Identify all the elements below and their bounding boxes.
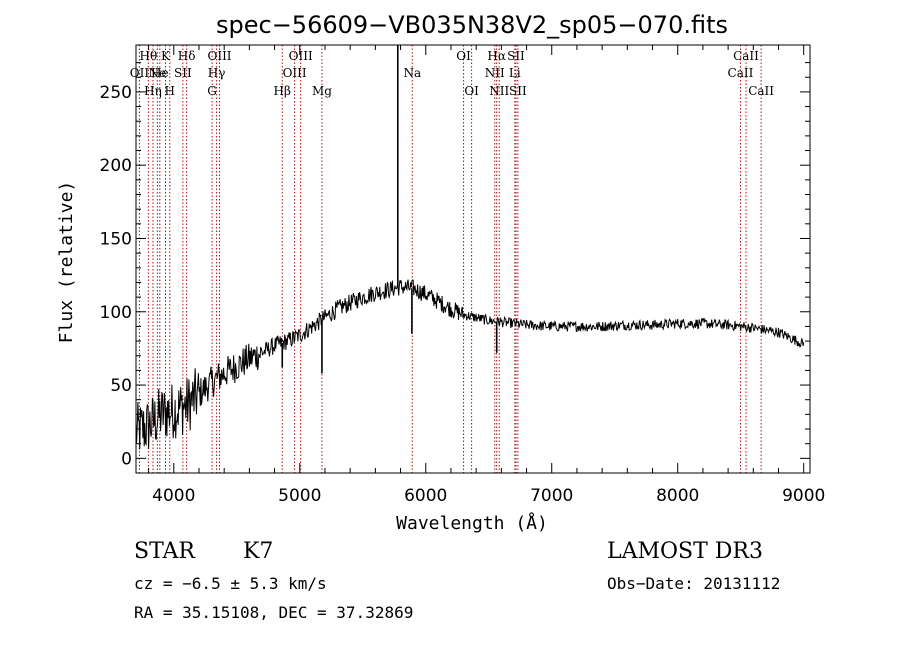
line-label: Li: [509, 66, 521, 80]
x-tick-label: 4000: [152, 486, 195, 506]
line-label: Hα: [487, 49, 506, 63]
line-label: SII: [507, 49, 525, 63]
line-label: Mg: [312, 84, 332, 98]
line-markers: [138, 45, 762, 473]
y-axis-label: Flux (relative): [56, 181, 77, 344]
x-tick-label: 9000: [782, 486, 825, 506]
y-tick-label: 200: [100, 156, 132, 176]
line-label: Hθ: [139, 49, 157, 63]
line-label: OIII: [207, 49, 231, 63]
line-label: G: [207, 84, 217, 98]
y-tick-label: 100: [100, 303, 132, 323]
object-subclass: K7: [243, 539, 274, 564]
line-label: H: [165, 84, 175, 98]
plot-frame: [135, 44, 811, 474]
spectral-features: [281, 45, 498, 374]
chart-title: spec−56609−VB035N38V2_sp05−070.fits: [216, 11, 728, 39]
y-tick-label: 150: [100, 229, 132, 249]
survey-name: LAMOST DR3: [607, 539, 763, 564]
object-class: STAR: [134, 539, 195, 564]
line-label: CaII: [733, 49, 759, 63]
axis-ticks: 4000 5000 6000 7000 8000 9000 0 50 100 150 200 250: [100, 45, 825, 506]
line-label: Hγ: [208, 66, 226, 80]
y-tick-label: 250: [100, 83, 132, 103]
y-tick-label: 0: [121, 449, 132, 469]
coordinates: RA = 35.15108, DEC = 37.32869: [134, 603, 414, 622]
line-label: Ne: [148, 66, 166, 80]
observation-date: Obs−Date: 20131112: [607, 574, 781, 593]
x-tick-label: 8000: [656, 486, 699, 506]
spectrum-line: [135, 279, 805, 450]
line-label: OII: [130, 66, 150, 80]
y-tick-label: 50: [110, 376, 132, 396]
x-tick-label: 5000: [278, 486, 321, 506]
line-label: Hη: [144, 84, 162, 98]
line-label: K: [161, 49, 171, 63]
line-label: NII: [485, 66, 505, 80]
redshift-cz: cz = −6.5 ± 5.3 km/s: [134, 574, 327, 593]
line-label: SII: [509, 84, 527, 98]
line-label: Hδ: [178, 49, 196, 63]
x-tick-label: 6000: [404, 486, 447, 506]
x-axis-label: Wavelength (Å): [396, 512, 548, 534]
line-label: OIII: [283, 66, 307, 80]
line-label: OI: [464, 84, 479, 98]
line-label: SII: [174, 66, 192, 80]
line-label: OIII: [289, 49, 313, 63]
line-label: Hβ: [274, 84, 291, 98]
line-label: OI: [456, 49, 471, 63]
line-label: CaII: [748, 84, 774, 98]
x-tick-label: 7000: [530, 486, 573, 506]
line-label: Na: [403, 66, 421, 80]
line-label: NII: [489, 84, 509, 98]
line-label: CaII: [728, 66, 754, 80]
line-label: He: [151, 66, 169, 80]
